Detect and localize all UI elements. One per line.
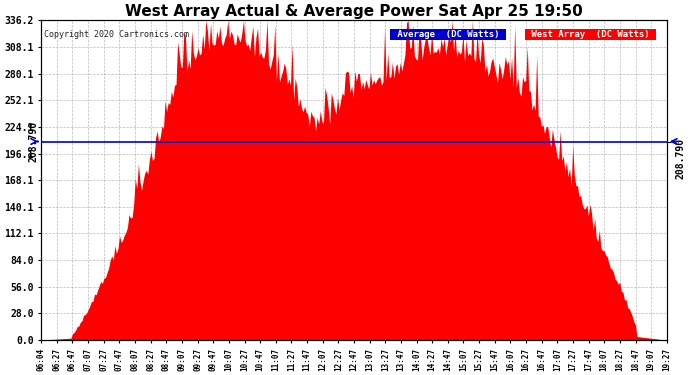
Text: Copyright 2020 Cartronics.com: Copyright 2020 Cartronics.com <box>44 30 189 39</box>
Text: Average  (DC Watts): Average (DC Watts) <box>391 30 504 39</box>
Text: 208.790: 208.790 <box>28 121 38 162</box>
Text: West Array  (DC Watts): West Array (DC Watts) <box>526 30 655 39</box>
Title: West Array Actual & Average Power Sat Apr 25 19:50: West Array Actual & Average Power Sat Ap… <box>125 4 583 19</box>
